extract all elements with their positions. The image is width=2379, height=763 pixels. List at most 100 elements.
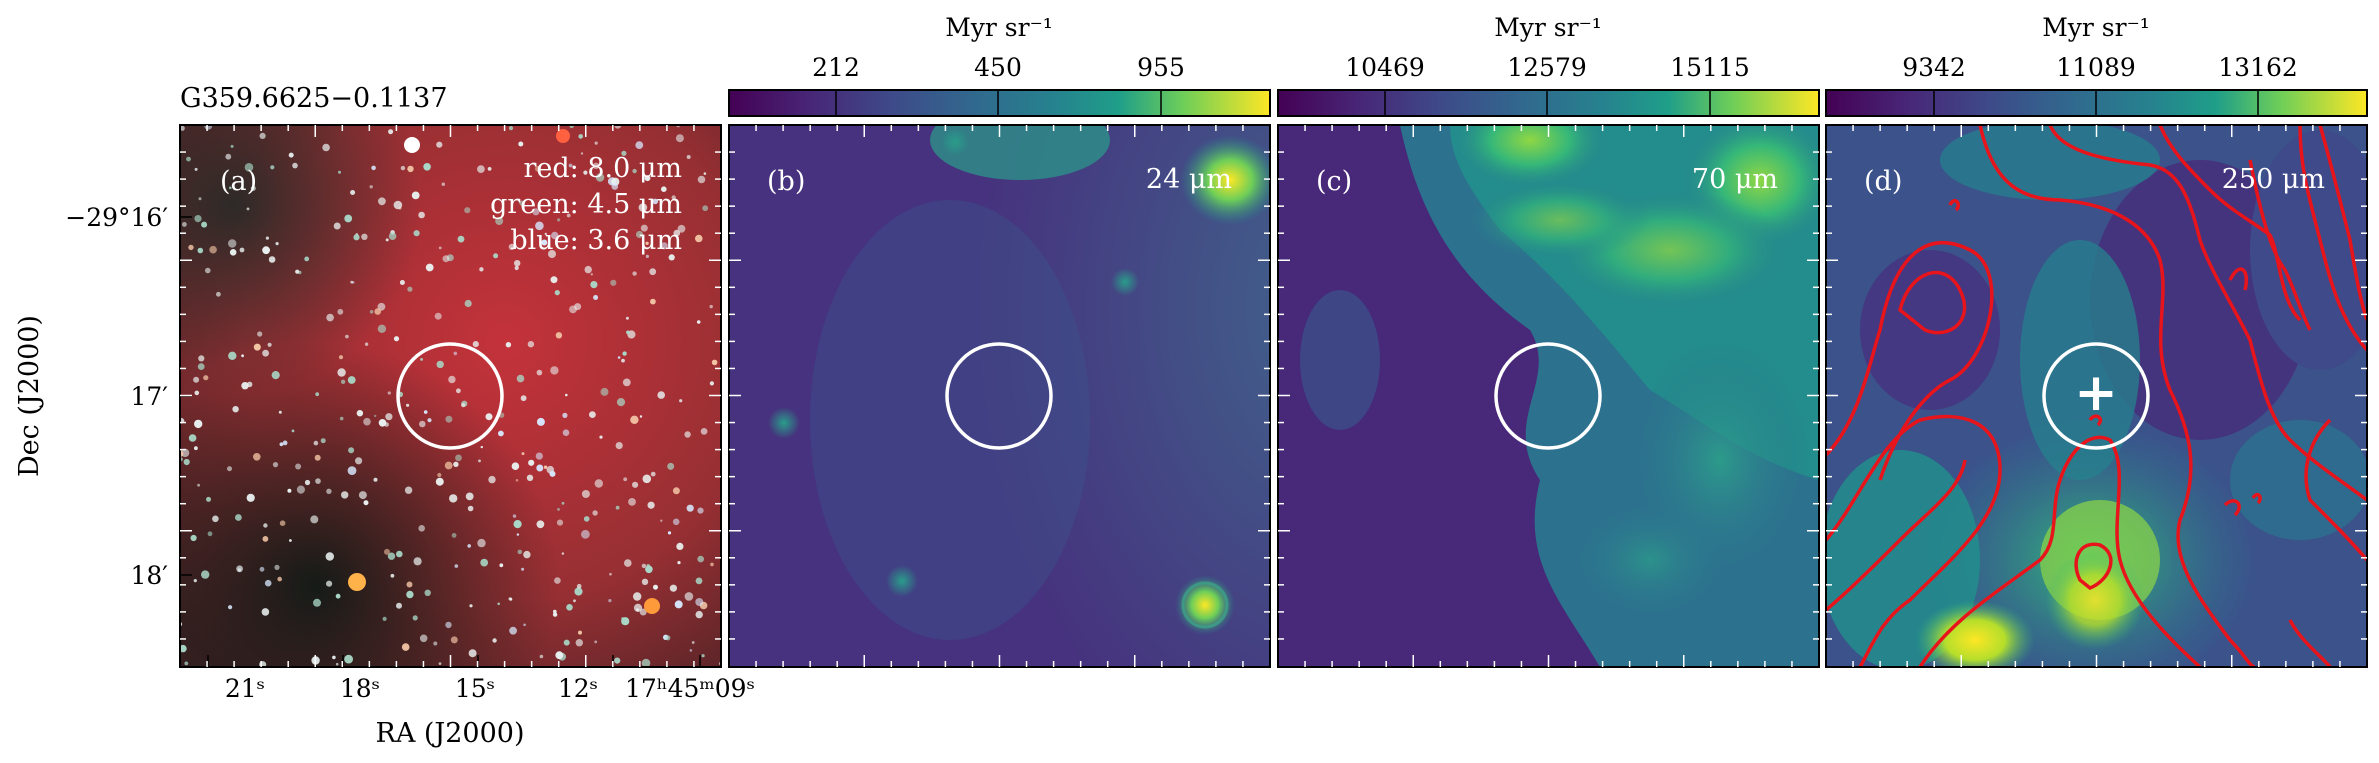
star — [556, 519, 564, 526]
star — [352, 281, 355, 284]
colorbar-d: 9342 11089 13162 Myr sr⁻¹ — [1825, 13, 2368, 117]
star — [262, 536, 269, 542]
star — [660, 519, 663, 522]
legend-green: green: 4.5 μm — [490, 189, 682, 220]
star — [575, 639, 583, 647]
star — [325, 552, 334, 561]
star — [645, 565, 653, 574]
star — [433, 641, 438, 646]
panel-d-band: 250 μm — [2222, 164, 2325, 195]
colorbar-tick-label: 10469 — [1345, 53, 1425, 82]
star — [635, 230, 644, 239]
star — [633, 603, 643, 613]
star — [589, 411, 596, 418]
panel-a-tag: (a) — [220, 166, 257, 197]
ra-axis: 21ˢ 18ˢ 15ˢ 12ˢ 17ʰ45ᵐ09ˢ RA (J2000) — [207, 655, 755, 749]
star — [650, 471, 656, 477]
colorbar-tick-label: 13162 — [2218, 53, 2298, 82]
star — [387, 391, 391, 395]
star — [516, 533, 520, 536]
panel-b-band: 24 μm — [1146, 164, 1232, 195]
star — [641, 658, 651, 667]
star — [450, 636, 458, 644]
star — [469, 604, 473, 608]
star — [672, 487, 680, 495]
panel-c-band: 70 μm — [1692, 164, 1778, 195]
contours — [1826, 125, 2367, 667]
star — [344, 214, 353, 223]
star — [661, 186, 667, 192]
star — [337, 368, 346, 377]
star — [650, 298, 656, 305]
star — [566, 213, 571, 218]
star — [640, 224, 648, 232]
star — [523, 623, 526, 627]
star — [232, 406, 239, 413]
star — [401, 643, 410, 651]
source-name: G359.6625−0.1137 — [180, 83, 448, 114]
star — [358, 491, 367, 500]
star — [289, 539, 292, 542]
star — [621, 617, 624, 620]
star — [639, 415, 643, 418]
star — [695, 610, 703, 619]
star — [674, 600, 683, 609]
star — [407, 165, 414, 173]
star — [536, 417, 545, 426]
ra-tick-label: 18ˢ — [340, 674, 380, 703]
star — [485, 413, 493, 421]
star — [677, 224, 686, 233]
star — [667, 462, 675, 470]
star — [339, 416, 344, 421]
star — [710, 562, 714, 567]
star — [689, 649, 693, 652]
star — [632, 168, 637, 174]
star — [488, 475, 496, 484]
star — [557, 218, 561, 222]
star — [390, 573, 395, 578]
star — [549, 470, 556, 477]
star — [335, 593, 341, 599]
star — [493, 253, 499, 259]
star — [436, 141, 443, 148]
star — [377, 324, 387, 333]
star — [536, 369, 543, 376]
star — [184, 661, 189, 666]
star — [667, 531, 672, 535]
star — [539, 654, 544, 659]
star — [709, 381, 715, 386]
star — [562, 429, 570, 437]
star — [264, 579, 272, 587]
star — [697, 555, 704, 563]
star — [592, 162, 600, 169]
star — [581, 490, 590, 498]
star — [241, 354, 245, 358]
star — [512, 514, 517, 518]
center-marker: + — [2074, 363, 2118, 423]
panel-d-tag: (d) — [1864, 166, 1902, 197]
dec-tick-label: −29°16′ — [65, 203, 168, 232]
star — [584, 265, 592, 274]
star — [569, 305, 577, 314]
star — [653, 584, 658, 590]
star — [413, 230, 420, 237]
star — [434, 312, 442, 320]
star — [388, 129, 394, 135]
star — [361, 233, 368, 240]
star — [201, 570, 210, 579]
star — [515, 479, 519, 482]
star — [188, 244, 194, 251]
star — [180, 644, 187, 653]
star — [468, 649, 477, 658]
star — [497, 602, 501, 606]
star — [186, 156, 191, 162]
star — [599, 435, 603, 439]
star — [633, 592, 642, 601]
star — [438, 662, 442, 665]
star — [424, 589, 431, 596]
star — [407, 286, 413, 292]
star — [695, 234, 703, 243]
star — [672, 518, 680, 526]
colorbar-tick-label: 955 — [1137, 53, 1185, 82]
ra-tick-label: 15ˢ — [455, 674, 495, 703]
